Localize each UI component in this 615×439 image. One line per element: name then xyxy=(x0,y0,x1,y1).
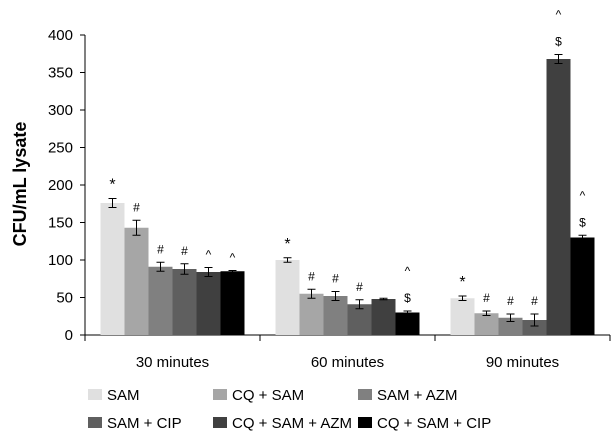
axes: 0 50 100 150 200 250 300 350 400 30 minutes 60 min… xyxy=(48,27,611,371)
significance-marker: ^ xyxy=(556,8,562,22)
significance-marker: ^ xyxy=(405,264,411,278)
bar xyxy=(172,269,197,335)
y-tick-label: 150 xyxy=(48,215,73,232)
bar xyxy=(371,299,396,335)
y-tick-label: 300 xyxy=(48,102,73,119)
bar xyxy=(498,317,523,335)
legend-swatch xyxy=(358,389,372,400)
bar xyxy=(148,266,173,335)
y-tick-label: 400 xyxy=(48,27,73,44)
significance-marker: # xyxy=(157,242,164,256)
significance-marker: # xyxy=(531,294,538,308)
legend-swatch xyxy=(358,417,372,428)
significance-marker: $ xyxy=(555,35,562,49)
legend-label: SAM + CIP xyxy=(107,415,182,432)
legend-label: SAM + AZM xyxy=(377,387,457,404)
bar xyxy=(450,298,475,335)
significance-marker: # xyxy=(483,291,490,305)
legend: SAM CQ + SAM SAM + AZM SAM + CIP CQ + SAM + … xyxy=(88,387,491,432)
bar xyxy=(474,313,499,335)
legend-label: SAM xyxy=(107,387,140,404)
bar xyxy=(522,320,547,335)
y-tick-label: 100 xyxy=(48,252,73,269)
x-category-label: 90 minutes xyxy=(486,354,559,371)
significance-marker: $ xyxy=(404,291,411,305)
bar xyxy=(323,296,348,335)
bar xyxy=(100,203,125,335)
y-tick-label: 350 xyxy=(48,65,73,82)
significance-marker: * xyxy=(109,177,115,194)
bar xyxy=(546,59,571,335)
bar xyxy=(220,271,245,335)
bar xyxy=(570,237,595,335)
y-axis-label: CFU/mL lysate xyxy=(10,122,30,247)
legend-swatch xyxy=(88,417,102,428)
significance-marker: # xyxy=(133,200,140,214)
legend-label: CQ + SAM + AZM xyxy=(232,415,352,432)
significance-marker: # xyxy=(356,280,363,294)
significance-marker: # xyxy=(332,272,339,286)
legend-label: CQ + SAM + CIP xyxy=(377,415,491,432)
significance-marker: # xyxy=(181,244,188,258)
bar xyxy=(299,293,324,335)
bar xyxy=(347,304,372,335)
bar xyxy=(196,272,221,335)
legend-swatch xyxy=(88,389,102,400)
bar xyxy=(124,227,149,335)
y-tick-label: 0 xyxy=(65,327,73,344)
significance-marker: # xyxy=(507,294,514,308)
y-tick-label: 50 xyxy=(56,290,73,307)
significance-marker: ^ xyxy=(580,188,586,202)
significance-marker: $ xyxy=(579,215,586,229)
legend-swatch xyxy=(213,389,227,400)
significance-marker: * xyxy=(284,236,290,253)
annotations: * # # # ^ ^ * # # # $ ^ * # # # $ ^ $ ^ xyxy=(109,8,586,309)
legend-label: CQ + SAM xyxy=(232,387,304,404)
x-category-label: 60 minutes xyxy=(311,354,384,371)
significance-marker: * xyxy=(459,274,465,291)
y-tick-label: 200 xyxy=(48,177,73,194)
x-category-label: 30 minutes xyxy=(136,354,209,371)
significance-marker: ^ xyxy=(206,248,212,262)
bar xyxy=(395,312,420,335)
significance-marker: ^ xyxy=(230,251,236,265)
y-tick-label: 250 xyxy=(48,140,73,157)
bar xyxy=(275,260,300,335)
bars xyxy=(100,54,595,335)
legend-swatch xyxy=(213,417,227,428)
significance-marker: # xyxy=(308,269,315,283)
